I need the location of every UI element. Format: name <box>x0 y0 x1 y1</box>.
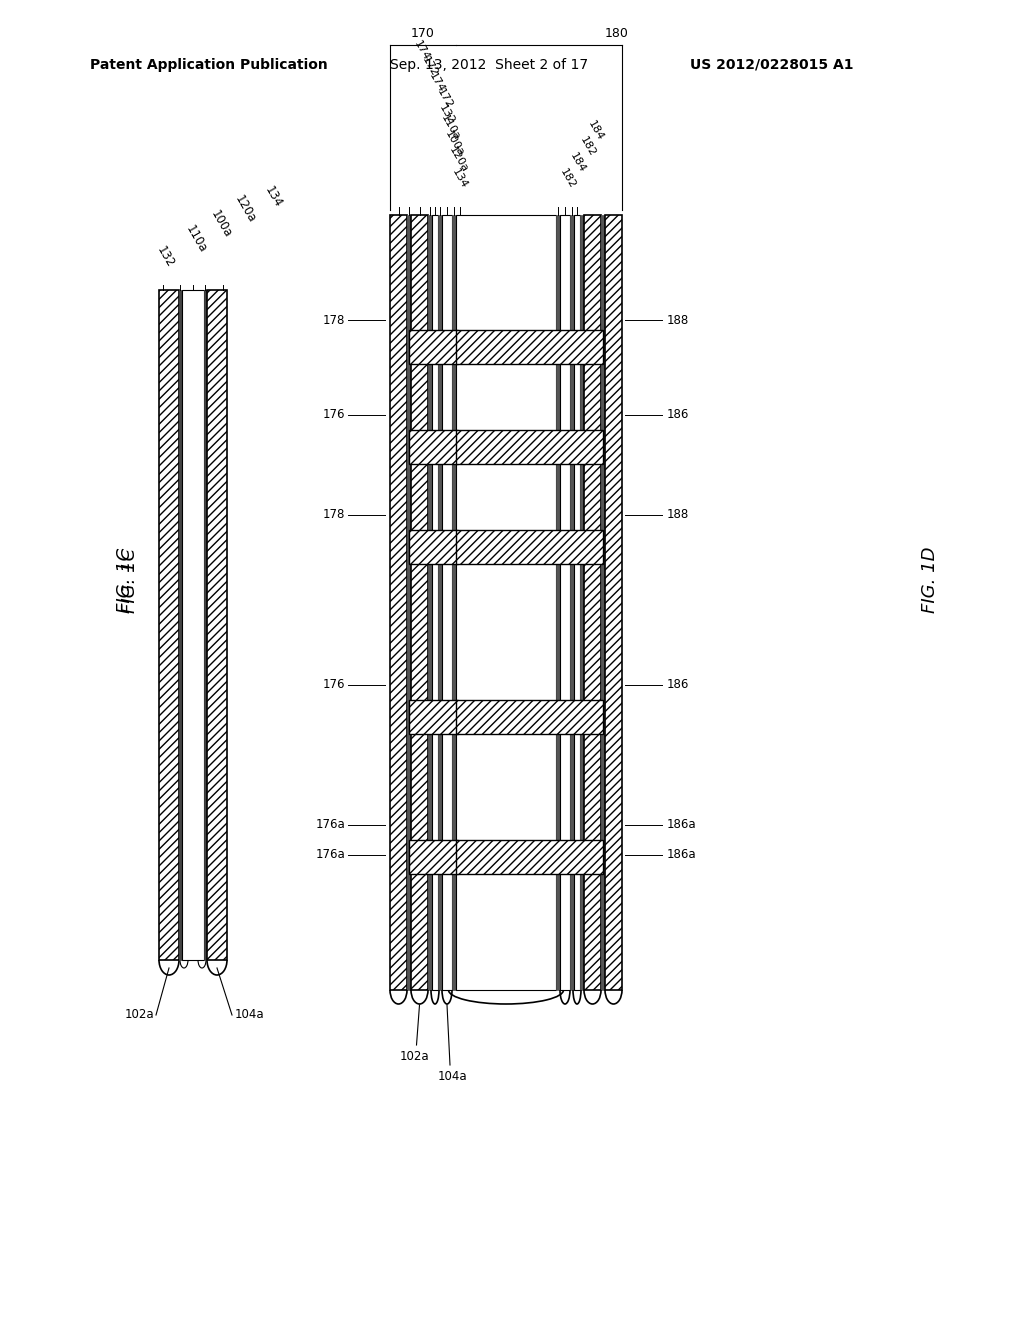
Text: 186: 186 <box>667 678 689 692</box>
Text: 170: 170 <box>411 26 435 40</box>
Text: 134: 134 <box>262 183 285 210</box>
Bar <box>442 215 452 990</box>
Bar <box>409 330 458 364</box>
Bar <box>456 531 603 564</box>
Bar <box>409 531 458 564</box>
Text: 182: 182 <box>558 166 578 190</box>
Text: 178: 178 <box>323 314 345 326</box>
Text: 104a: 104a <box>234 1008 264 1022</box>
Bar <box>601 215 605 990</box>
Text: 120a: 120a <box>447 145 470 174</box>
Text: 176a: 176a <box>315 849 345 862</box>
Text: 104a: 104a <box>437 1071 467 1082</box>
Text: 120a: 120a <box>232 193 258 224</box>
Text: 186: 186 <box>667 408 689 421</box>
Bar <box>580 215 584 990</box>
Text: 172: 172 <box>420 54 439 78</box>
Text: US 2012/0228015 A1: US 2012/0228015 A1 <box>690 58 853 73</box>
Bar <box>574 215 580 990</box>
Text: 178: 178 <box>323 508 345 521</box>
Text: 188: 188 <box>667 508 689 521</box>
Text: 102a: 102a <box>399 1049 429 1063</box>
Text: 172: 172 <box>435 87 455 110</box>
Bar <box>452 215 456 990</box>
Text: 176a: 176a <box>315 818 345 832</box>
Text: FIG. 1C: FIG. 1C <box>116 548 134 612</box>
Text: FIG. 1D: FIG. 1D <box>921 546 939 614</box>
Text: 184: 184 <box>586 119 605 143</box>
Bar <box>456 330 603 364</box>
Text: Patent Application Publication: Patent Application Publication <box>90 58 328 73</box>
Text: 100a: 100a <box>208 209 234 240</box>
Text: 182: 182 <box>578 135 597 158</box>
Text: 110a: 110a <box>439 112 462 143</box>
Bar <box>204 290 207 960</box>
Text: 100a: 100a <box>443 129 466 158</box>
Bar <box>605 215 622 990</box>
Bar <box>584 215 601 990</box>
Text: 176: 176 <box>323 678 345 692</box>
Bar <box>438 215 442 990</box>
Bar <box>560 215 570 990</box>
Text: 134: 134 <box>450 166 469 190</box>
Text: 184: 184 <box>568 150 588 174</box>
Bar <box>456 215 556 990</box>
Bar <box>432 215 438 990</box>
Bar <box>159 290 179 960</box>
Bar <box>456 840 603 874</box>
Bar <box>407 215 411 990</box>
Text: 102a: 102a <box>124 1008 154 1022</box>
Text: 186a: 186a <box>667 818 696 832</box>
Text: 110a: 110a <box>183 223 209 255</box>
Bar <box>411 215 428 990</box>
Bar <box>570 215 574 990</box>
Bar <box>409 700 458 734</box>
Bar <box>556 215 560 990</box>
Bar <box>456 700 603 734</box>
Bar <box>390 215 407 990</box>
Text: 132: 132 <box>437 103 457 125</box>
Text: Sep. 13, 2012  Sheet 2 of 17: Sep. 13, 2012 Sheet 2 of 17 <box>390 58 588 73</box>
Text: 180: 180 <box>605 26 629 40</box>
Bar <box>182 290 204 960</box>
Bar <box>409 840 458 874</box>
Text: 174: 174 <box>413 38 432 62</box>
Bar <box>179 290 182 960</box>
Text: 132: 132 <box>154 244 176 271</box>
Text: 174: 174 <box>427 70 446 94</box>
Bar <box>409 430 458 465</box>
Text: 186a: 186a <box>667 849 696 862</box>
Bar <box>207 290 227 960</box>
Text: 176: 176 <box>323 408 345 421</box>
Text: 188: 188 <box>667 314 689 326</box>
Bar <box>428 215 432 990</box>
Text: FIG. 1C: FIG. 1C <box>121 548 139 612</box>
Bar <box>456 430 603 465</box>
